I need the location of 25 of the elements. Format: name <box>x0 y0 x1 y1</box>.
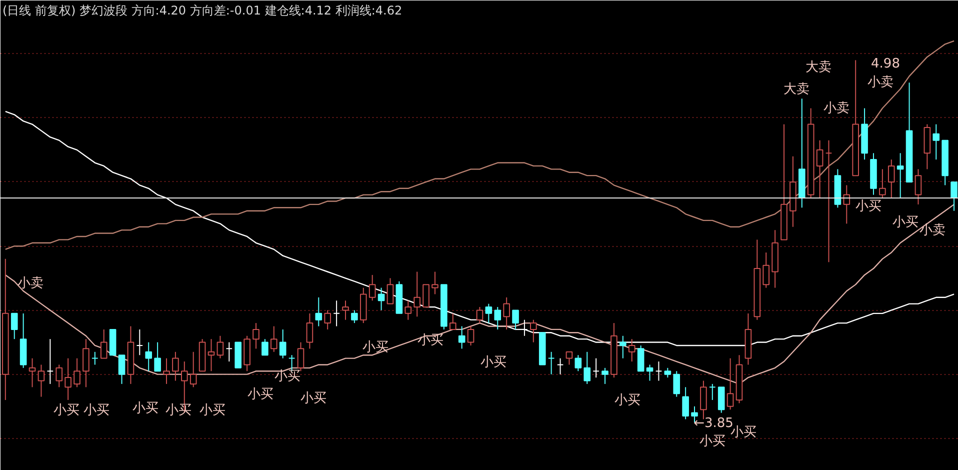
annotation: 小买 <box>700 434 726 449</box>
annotation: 小买 <box>54 403 80 418</box>
annotation: 小买 <box>132 401 158 416</box>
annotation: 小买 <box>480 355 506 370</box>
annotation: 小买 <box>614 393 640 408</box>
annotation: ←3.85 <box>694 416 734 431</box>
annotation: 小买 <box>362 340 388 355</box>
annotation: 小买 <box>892 215 918 230</box>
annotation: 小买 <box>166 403 192 418</box>
annotation: 小买 <box>200 403 226 418</box>
annotation: 小买 <box>84 403 110 418</box>
annotation: 4.98 <box>871 56 900 72</box>
annotation: 小卖 <box>920 223 946 238</box>
annotation: 小卖 <box>824 101 850 116</box>
annotation: 小卖 <box>18 276 44 291</box>
annotation: 小买 <box>248 387 274 402</box>
annotation: 小买 <box>730 425 756 440</box>
annotation: 小买 <box>856 199 882 214</box>
annotation: 小买 <box>300 391 326 406</box>
annotation: 小卖 <box>868 75 894 90</box>
annotation: 大卖 <box>806 60 832 75</box>
annotation: 小买 <box>418 333 444 348</box>
annotation: 小买 <box>274 369 300 384</box>
chart-title: (日线 前复权) 梦幻波段 方向:4.20 方向差:-0.01 建仓线:4.12 利润线:4.62 <box>2 4 402 18</box>
annotation: 大卖 <box>784 82 810 97</box>
